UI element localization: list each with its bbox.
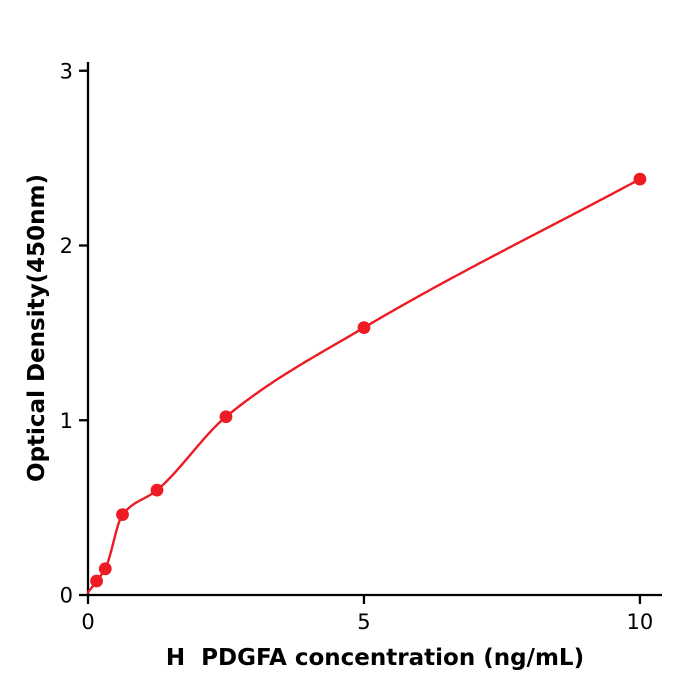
data-points xyxy=(90,172,647,588)
data-point xyxy=(219,410,233,424)
data-point xyxy=(116,508,129,522)
y-tick-label: 1 xyxy=(60,409,73,433)
ticks xyxy=(79,69,642,604)
x-tick-label: 5 xyxy=(357,610,370,634)
y-tick-label: 3 xyxy=(60,59,73,83)
y-tick-label: 2 xyxy=(60,234,73,258)
tick-labels: 0 5 10 0 1 2 3 xyxy=(60,59,654,634)
data-point xyxy=(98,562,112,576)
x-tick-label: 10 xyxy=(627,610,654,634)
x-axis-label: H PDGFA concentration (ng/mL) xyxy=(165,645,585,671)
data-point xyxy=(357,321,371,335)
data-point xyxy=(90,574,104,588)
data-point xyxy=(633,172,647,186)
data-point xyxy=(150,483,164,497)
axes xyxy=(86,62,662,597)
fit-curve xyxy=(86,177,642,594)
y-tick-label: 0 xyxy=(60,584,73,608)
x-tick-label: 0 xyxy=(81,610,94,634)
y-axis-label: Optical Density(450nm) xyxy=(24,174,50,482)
